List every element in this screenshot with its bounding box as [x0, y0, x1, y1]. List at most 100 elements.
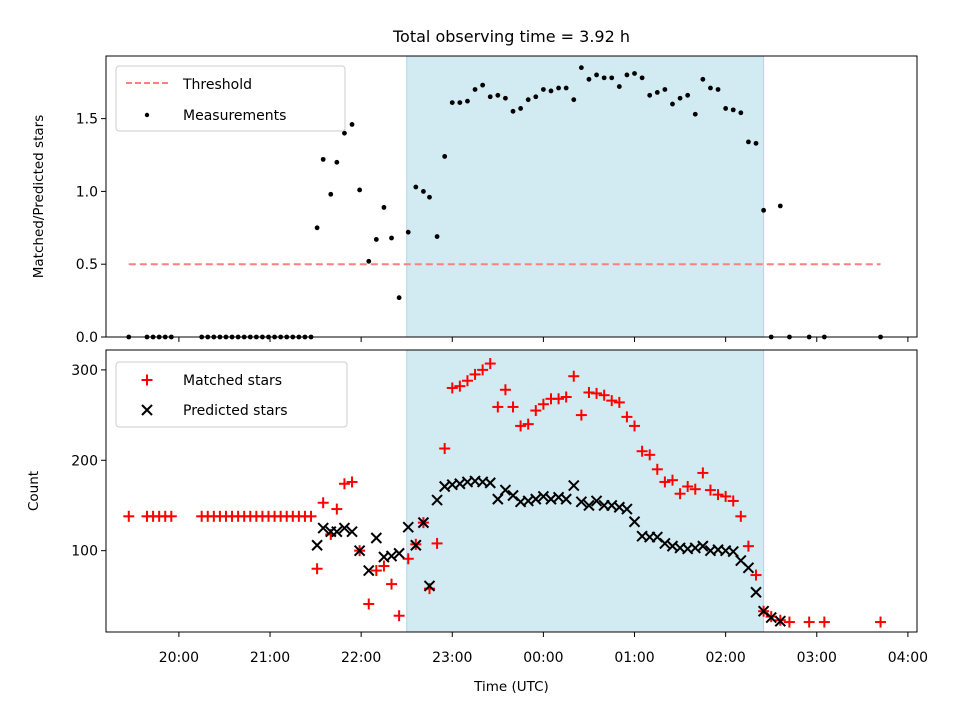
measurement-point: [692, 111, 698, 117]
matched-star-marker: [386, 578, 398, 590]
predicted-star-marker-b: [727, 545, 739, 558]
measurement-point: [586, 76, 592, 82]
count-y-axis-label: Count: [26, 471, 42, 511]
predicted-star-marker: [583, 499, 595, 512]
measurement-point: [525, 97, 531, 103]
measurement-point: [533, 94, 539, 100]
predicted-star-marker-b: [402, 521, 414, 533]
ratio-x-ticks: [178, 337, 909, 342]
legend-x-marker-b: [141, 404, 153, 416]
predicted-star-marker: [742, 562, 755, 574]
matched-star-marker: [338, 478, 350, 490]
legend-x-marker: [141, 404, 153, 416]
matched-star-marker: [492, 401, 504, 413]
matched-star-marker: [454, 380, 466, 392]
matched-star-marker: [644, 449, 656, 461]
matched-star-marker: [689, 483, 701, 495]
predicted-star-marker: [311, 539, 323, 551]
legend-plus-marker: [141, 374, 153, 386]
predicted-star-marker-b: [590, 495, 603, 507]
measurement-point: [503, 95, 508, 101]
predicted-star-marker-b: [704, 544, 717, 557]
measurement-point: [540, 87, 546, 92]
measurement-point: [578, 65, 584, 71]
matched-star-marker: [575, 409, 587, 421]
measurement-point: [314, 225, 320, 231]
legend-matched-swatch: [141, 374, 153, 386]
measurement-point: [632, 71, 637, 76]
predicted-star-marker-b: [454, 478, 466, 490]
predicted-star-marker-b: [353, 544, 366, 557]
measurement-point: [472, 87, 478, 92]
ratio-legend-box: [115, 65, 346, 132]
matched-star-marker: [378, 560, 390, 572]
matched-star-marker: [393, 610, 405, 622]
matched-star-marker: [659, 476, 671, 488]
count-legend-box: [115, 361, 348, 428]
measurement-point: [670, 101, 675, 107]
matched-star-marker: [666, 474, 678, 486]
predicted-star-marker: [697, 540, 709, 552]
predicted-star-marker-b: [757, 605, 770, 617]
predicted-star-marker: [370, 532, 383, 544]
measurement-point: [366, 258, 372, 264]
measurement-point: [495, 92, 501, 98]
measurement-point: [320, 156, 326, 162]
predicted-star-marker-b: [311, 539, 323, 551]
legend-measurements-label: Measurements: [183, 108, 286, 124]
matched-star-marker: [402, 553, 414, 565]
predicted-star-marker-b: [346, 525, 358, 538]
predicted-star-marker: [338, 522, 351, 534]
measurement-point: [334, 159, 340, 165]
predicted-star-marker-b: [735, 554, 747, 567]
matched-star-marker: [522, 418, 534, 430]
predicted-star-marker: [393, 547, 405, 560]
predicted-star-marker: [537, 490, 550, 503]
measurement-point: [708, 85, 713, 91]
predicted-star-marker: [568, 479, 580, 492]
matched-star-marker: [742, 540, 754, 552]
measurement-point: [413, 184, 419, 190]
predicted-star-marker-b: [514, 496, 527, 508]
predicted-star-marker: [385, 550, 398, 562]
predicted-star-marker: [727, 545, 739, 558]
matched-star-marker: [346, 476, 358, 488]
count-y-tick-label: 200: [71, 453, 98, 469]
predicted-star-marker: [417, 516, 430, 529]
matched-star-marker: [875, 616, 887, 628]
predicted-star-marker: [331, 525, 343, 538]
matched-star-marker: [636, 445, 648, 457]
time-tick-label: 23:00: [432, 650, 472, 666]
matched-star-marker: [123, 510, 135, 522]
predicted-star-marker: [659, 537, 671, 550]
measurement-point: [647, 92, 653, 98]
predicted-star-marker-b: [742, 562, 755, 574]
predicted-star-marker-b: [697, 540, 709, 552]
time-tick-label: 21:00: [250, 650, 290, 666]
predicted-star-marker-b: [750, 586, 762, 598]
time-tick-label: 22:00: [341, 650, 381, 666]
measurement-point: [349, 122, 355, 127]
matched-star-marker: [461, 375, 473, 387]
predicted-star-marker: [484, 477, 496, 489]
observing-window-shade: [406, 55, 765, 338]
observing-window-top: [406, 55, 765, 338]
predicted-star-marker: [423, 580, 436, 592]
measurement-point: [487, 94, 493, 100]
time-tick-label: 02:00: [705, 650, 745, 666]
predicted-star-marker: [560, 493, 572, 505]
matched-star-marker: [370, 565, 382, 577]
measurement-point: [601, 75, 607, 81]
measurement-point: [442, 154, 448, 159]
time-axis-label: Time (UTC): [473, 679, 549, 695]
measurement-point: [715, 87, 721, 92]
matched-star-marker: [363, 598, 375, 610]
predicted-star-marker: [499, 484, 512, 496]
observing-window-bottom: [406, 349, 765, 633]
matched-star-marker: [469, 368, 481, 380]
count-x-ticks: 20:00 21:00 22:00 23:00 00:00 01:00 02:00 03:00…: [159, 632, 928, 666]
measurement-point: [624, 72, 630, 78]
measurement-point: [654, 89, 660, 95]
measurement-point: [405, 229, 411, 235]
